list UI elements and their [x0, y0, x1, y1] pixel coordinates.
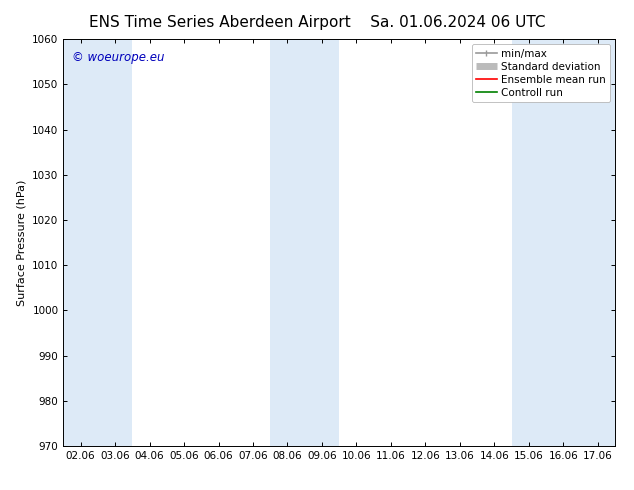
- Text: © woeurope.eu: © woeurope.eu: [72, 51, 164, 64]
- Legend: min/max, Standard deviation, Ensemble mean run, Controll run: min/max, Standard deviation, Ensemble me…: [472, 45, 610, 102]
- Bar: [305, 39, 339, 446]
- Bar: [63, 39, 98, 446]
- Bar: [546, 39, 581, 446]
- Bar: [512, 39, 546, 446]
- Bar: [270, 39, 305, 446]
- Text: ENS Time Series Aberdeen Airport    Sa. 01.06.2024 06 UTC: ENS Time Series Aberdeen Airport Sa. 01.…: [89, 15, 545, 30]
- Bar: [98, 39, 133, 446]
- Y-axis label: Surface Pressure (hPa): Surface Pressure (hPa): [16, 179, 27, 306]
- Bar: [581, 39, 615, 446]
